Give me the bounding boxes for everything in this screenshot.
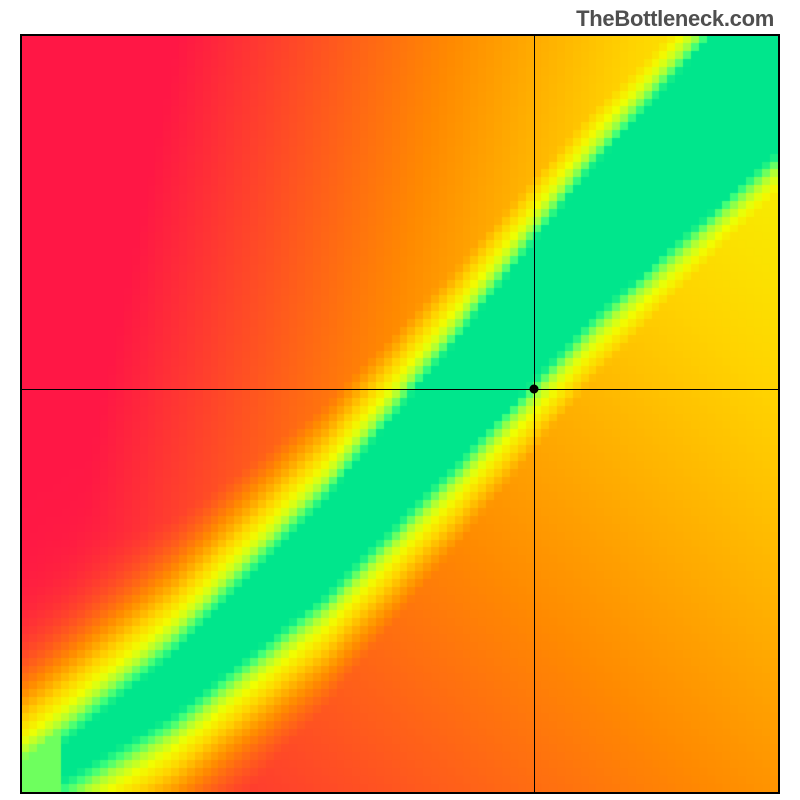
- crosshair-marker: [529, 385, 538, 394]
- bottleneck-heatmap: [20, 34, 780, 794]
- crosshair-horizontal: [22, 389, 778, 390]
- crosshair-vertical: [534, 36, 535, 792]
- watermark-text: TheBottleneck.com: [576, 6, 774, 32]
- heatmap-canvas: [22, 36, 778, 792]
